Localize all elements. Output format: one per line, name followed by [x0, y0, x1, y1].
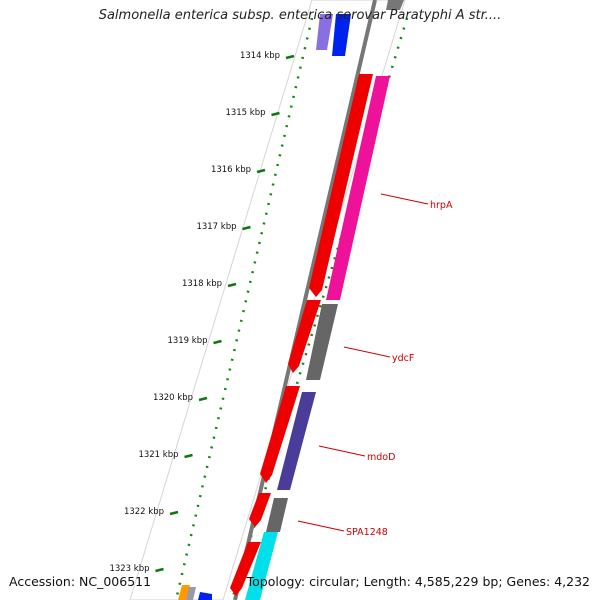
cds-feature-hrpA[interactable]: [326, 76, 390, 300]
cds-feature-red-3[interactable]: [260, 386, 300, 483]
kbp-tick-label: 1323 kbp: [109, 564, 149, 574]
cds-feature-gray-bottom[interactable]: [186, 587, 196, 600]
cds-feature-red-4[interactable]: [249, 493, 271, 527]
kbp-tick-mark: [242, 225, 251, 231]
kbp-tick-mark: [155, 567, 164, 573]
cds-feature-mdoD[interactable]: [277, 392, 316, 490]
kbp-tick-mark: [198, 396, 208, 402]
kbp-tick-label: 1315 kbp: [225, 108, 265, 118]
cds-feature-purple-top[interactable]: [316, 14, 333, 50]
kbp-tick-label: 1319 kbp: [167, 336, 207, 346]
cds-feature-gray-top[interactable]: [386, 0, 404, 10]
cds-feature-cyan[interactable]: [245, 532, 278, 600]
kbp-tick-label: 1318 kbp: [182, 279, 222, 289]
kbp-tick-label: 1314 kbp: [240, 51, 280, 61]
accession-text: Accession: NC_006511: [9, 574, 152, 589]
gene-label-ydcF[interactable]: ydcF: [392, 353, 414, 364]
kbp-tick-mark: [213, 339, 222, 345]
gene-label-hrpA[interactable]: hrpA: [430, 200, 453, 211]
kbp-tick-label: 1320 kbp: [153, 393, 193, 403]
kbp-tick-label: 1316 kbp: [211, 165, 251, 175]
cds-feature-SPA1248[interactable]: [266, 498, 288, 532]
leader-hrpA: [380, 193, 429, 205]
kbp-tick-label: 1317 kbp: [196, 222, 236, 232]
leader-mdoD: [318, 445, 366, 457]
cds-feature-red-1[interactable]: [309, 74, 373, 297]
kbp-tick-label: 1321 kbp: [138, 450, 178, 460]
gene-label-SPA1248[interactable]: SPA1248: [346, 527, 388, 538]
kbp-tick-mark: [285, 54, 295, 60]
cds-feature-red-2[interactable]: [288, 300, 321, 373]
cds-feature-red-5[interactable]: [230, 542, 261, 596]
track-band: [129, 0, 406, 600]
map-title: Salmonella enterica subsp. enterica sero…: [98, 8, 502, 23]
leader-ydcF: [343, 346, 391, 358]
kbp-ticks: 1314 kbp 1315 kbp 1316 kbp 1317 kbp 1318 kbp…: [109, 51, 295, 574]
genome-summary-text: Topology: circular; Length: 4,585,229 bp…: [246, 574, 590, 589]
kbp-tick-label: 1322 kbp: [124, 507, 164, 517]
kbp-tick-mark: [169, 510, 179, 516]
kbp-tick-mark: [227, 282, 237, 288]
leader-SPA1248: [297, 520, 345, 532]
cds-feature-ydcF[interactable]: [306, 304, 338, 380]
cds-feature-blue-bottom[interactable]: [198, 592, 212, 600]
cds-feature-blue-top[interactable]: [332, 14, 351, 56]
kbp-tick-mark: [256, 168, 266, 174]
gene-label-mdoD[interactable]: mdoD: [367, 452, 395, 463]
kbp-tick-mark: [271, 111, 280, 117]
kbp-tick-mark: [184, 453, 193, 459]
